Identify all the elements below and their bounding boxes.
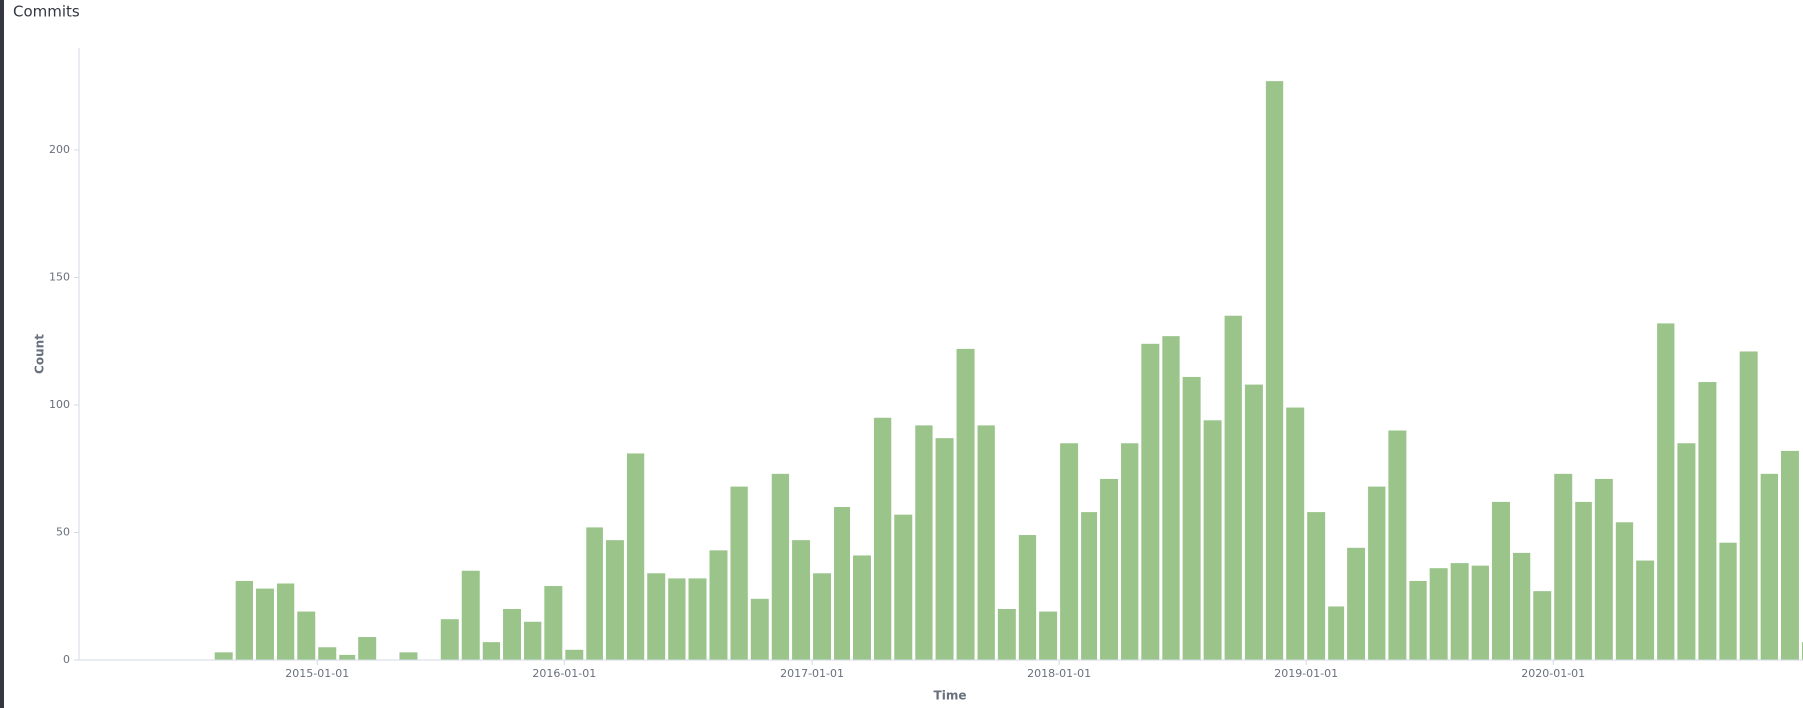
bar [1141, 343, 1160, 660]
bar [1554, 473, 1573, 660]
bar [214, 652, 233, 660]
bar [1409, 580, 1427, 660]
bar [935, 438, 954, 660]
bar [1081, 512, 1098, 660]
bar [1100, 478, 1119, 660]
bar [1657, 323, 1675, 660]
bar [1368, 486, 1386, 660]
bar [339, 654, 356, 660]
sidebar-edge [0, 0, 4, 708]
bar [1328, 606, 1345, 660]
bar [813, 573, 832, 660]
bar [1719, 542, 1737, 660]
bar [771, 473, 790, 660]
bar [524, 621, 542, 660]
bar [276, 583, 295, 660]
bar [235, 580, 253, 660]
bar [894, 514, 913, 660]
bar [1739, 351, 1758, 660]
bar [873, 417, 892, 660]
chart-title: Commits [13, 3, 80, 21]
bar [440, 619, 459, 660]
bar [1203, 420, 1222, 660]
bar [647, 573, 666, 660]
x-tick-label: 2017-01-01 [780, 667, 844, 680]
bar [1429, 568, 1448, 660]
bar [1347, 547, 1366, 660]
bar [255, 588, 274, 660]
bar [1594, 478, 1613, 660]
bar [1060, 443, 1079, 660]
bar [358, 637, 377, 660]
bar [1307, 512, 1326, 660]
bar [1533, 591, 1552, 660]
bar [1677, 443, 1696, 660]
bar [1388, 430, 1407, 660]
bar [565, 649, 584, 660]
bar [1698, 382, 1717, 660]
bar [1162, 336, 1180, 660]
x-tick-label: 2019-01-01 [1274, 667, 1338, 680]
y-tick-label: 100 [49, 398, 70, 411]
bar [1575, 501, 1592, 660]
x-tick-label: 2018-01-01 [1027, 667, 1091, 680]
bar [915, 425, 933, 660]
bar [1018, 535, 1037, 660]
y-axis-title: Count [33, 334, 47, 374]
bar [1801, 642, 1803, 660]
bar [834, 507, 850, 660]
bar [586, 527, 603, 660]
bar [956, 348, 975, 660]
bar [1760, 473, 1778, 660]
bar [688, 578, 707, 660]
bar [1121, 443, 1139, 660]
bar [1636, 560, 1655, 660]
bar [1615, 522, 1634, 660]
bar [1471, 565, 1489, 660]
bar [1491, 501, 1510, 660]
bar [1780, 450, 1799, 660]
bar [1512, 552, 1531, 660]
bar [750, 598, 769, 660]
bar [1450, 563, 1469, 660]
bar [626, 453, 645, 660]
y-tick-label: 0 [63, 653, 70, 666]
bar [482, 642, 501, 660]
bar [730, 486, 748, 660]
bars [214, 81, 1803, 660]
y-tick-label: 50 [56, 526, 70, 539]
bar [668, 578, 686, 660]
bar [977, 425, 995, 660]
bar [503, 609, 522, 660]
x-tick-label: 2015-01-01 [285, 667, 349, 680]
y-tick-label: 150 [49, 271, 70, 284]
bar [318, 647, 337, 660]
bar [852, 555, 871, 660]
bar [297, 611, 316, 660]
y-tick-label: 200 [49, 143, 70, 156]
x-tick-label: 2020-01-01 [1521, 667, 1585, 680]
bar [399, 652, 418, 660]
bar [1224, 315, 1242, 660]
bar [544, 586, 563, 660]
x-tick-label: 2016-01-01 [532, 667, 596, 680]
bar [1265, 81, 1284, 660]
bar [1182, 376, 1201, 660]
bar [1244, 384, 1263, 660]
bar [997, 609, 1016, 660]
bar [461, 570, 480, 660]
bar [1039, 611, 1058, 660]
x-axis-title: Time [934, 689, 967, 703]
bar [1286, 407, 1305, 660]
bar [605, 540, 624, 660]
bar [709, 550, 728, 660]
bar [792, 540, 811, 660]
